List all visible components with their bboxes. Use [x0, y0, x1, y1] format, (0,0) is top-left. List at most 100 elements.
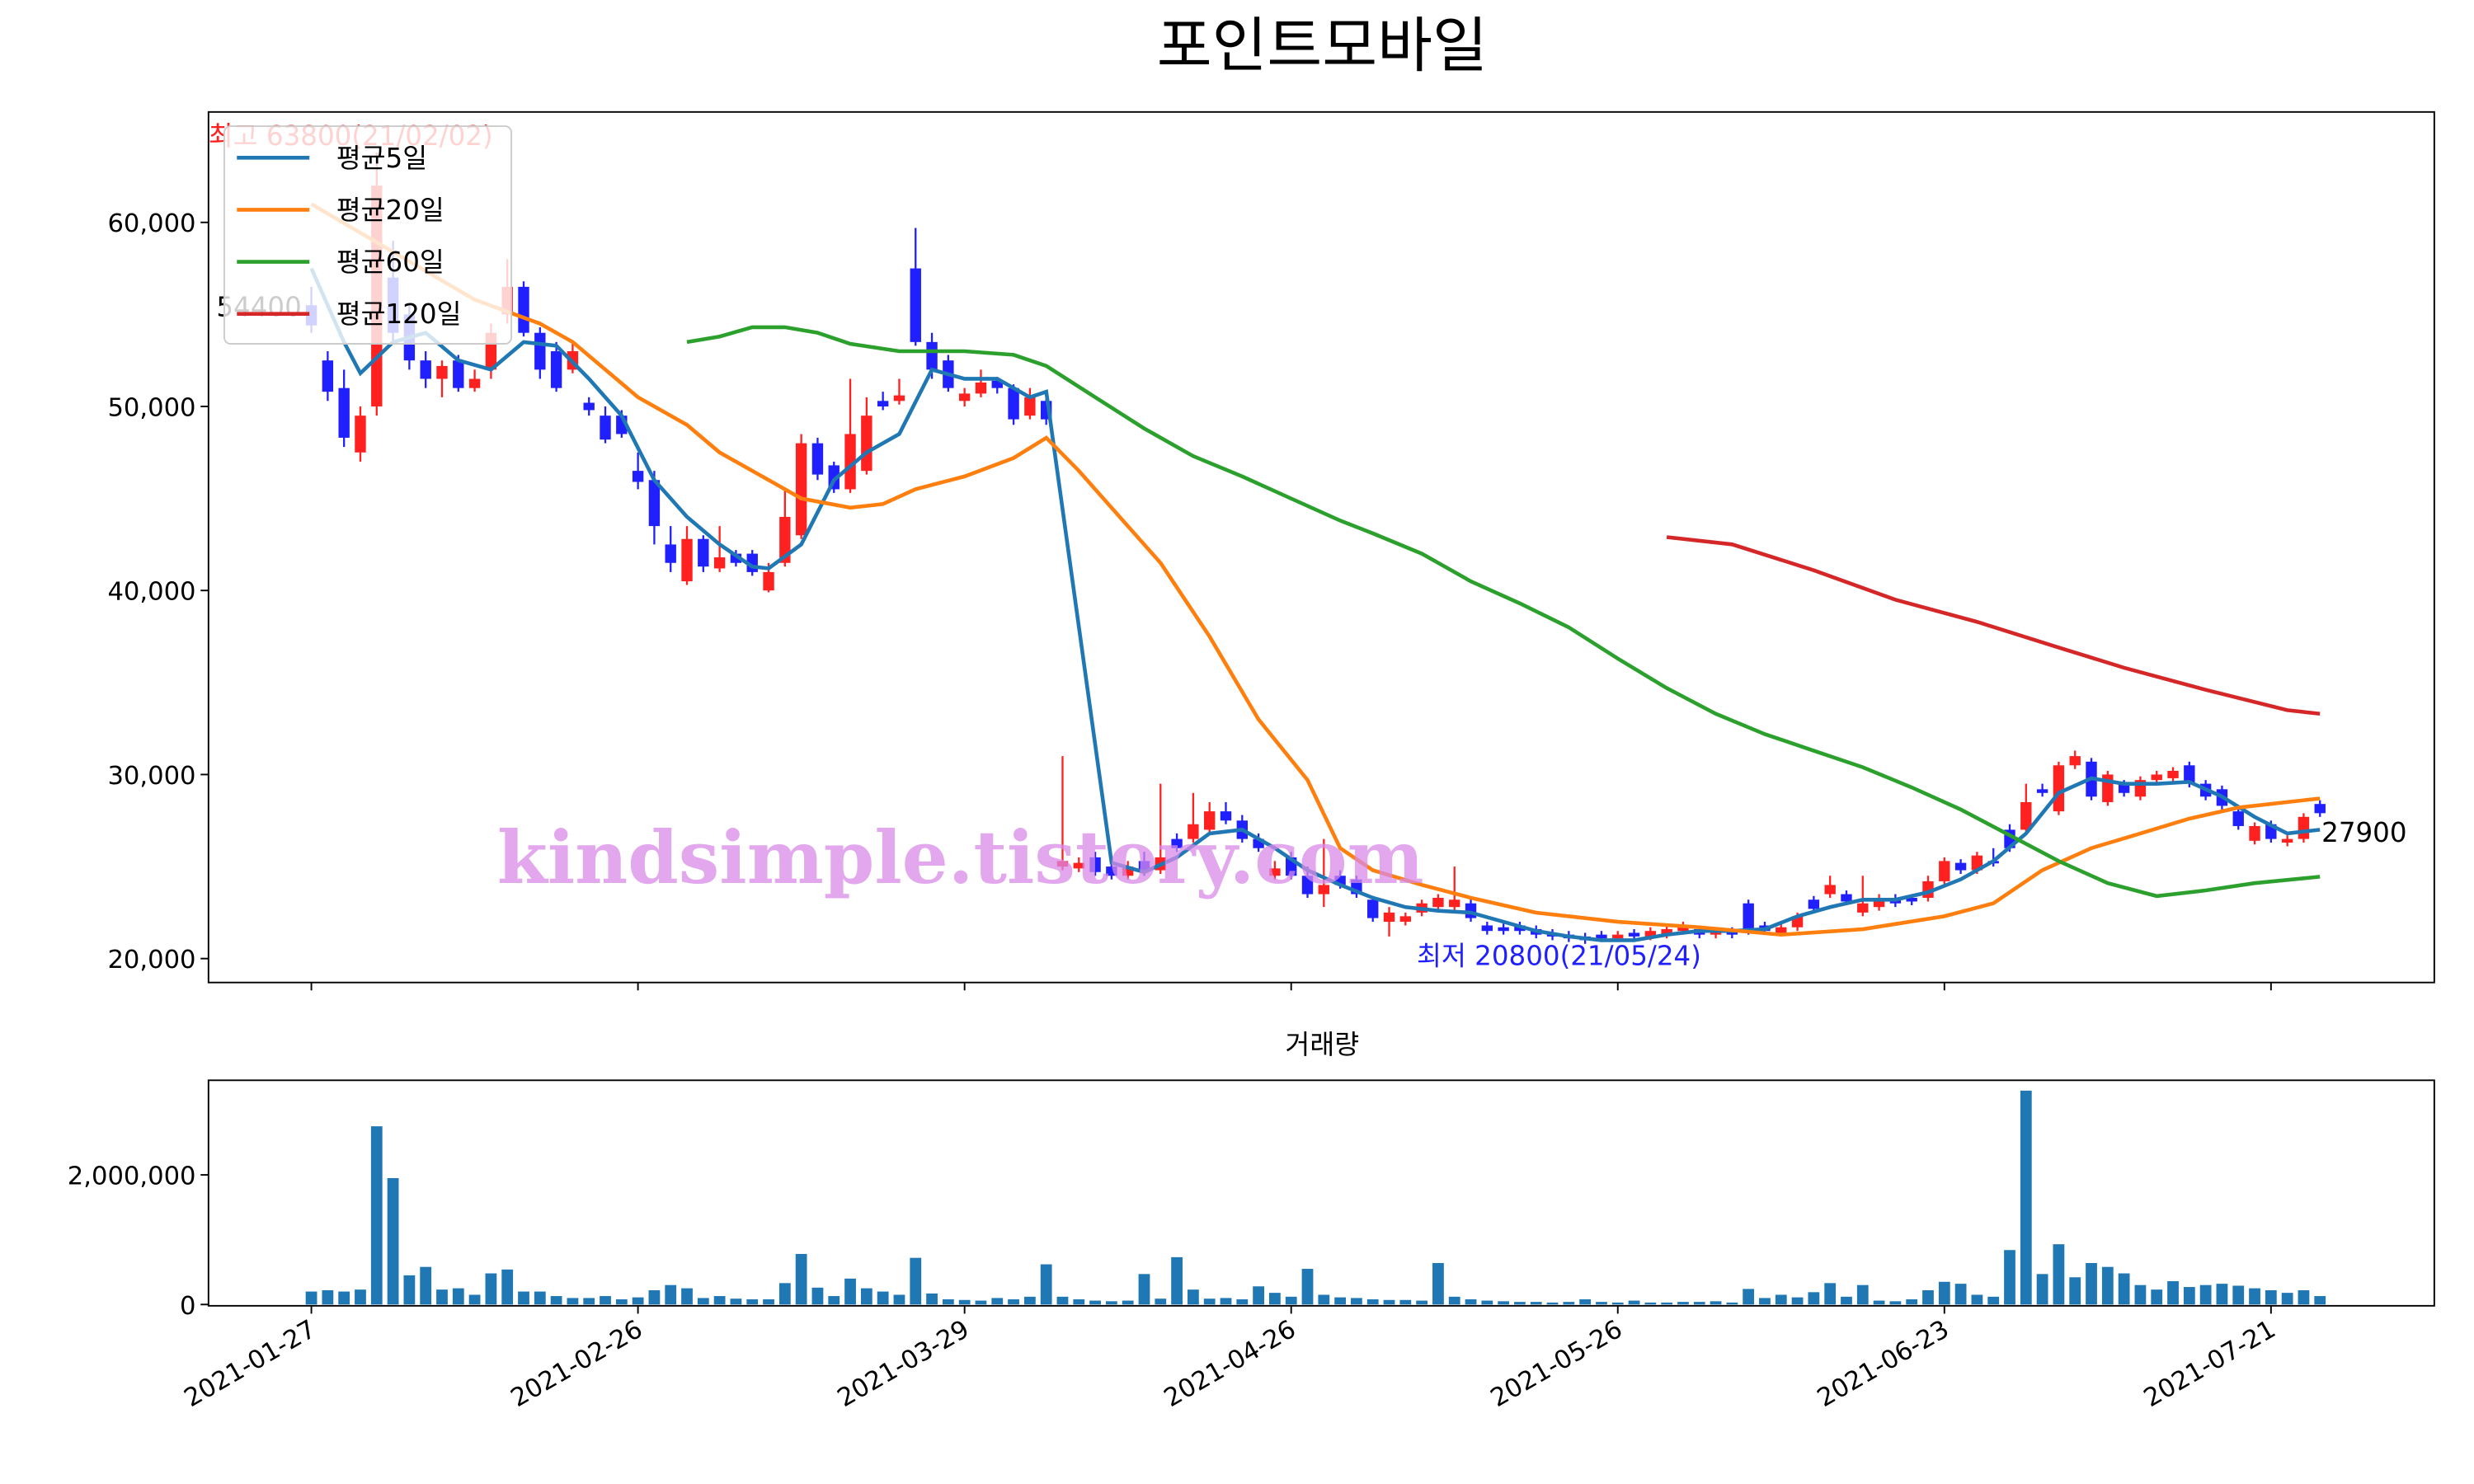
candle-body [2167, 770, 2179, 778]
volume-bar [1824, 1283, 1837, 1305]
candle-body [779, 516, 791, 563]
candle-body [1383, 912, 1395, 923]
volume-bar [1743, 1289, 1755, 1305]
candle-body [338, 387, 350, 438]
candle-body [1024, 397, 1036, 416]
volume-bar [1873, 1300, 1885, 1305]
candle-body [420, 360, 431, 379]
volume-bar [2118, 1273, 2130, 1305]
candle-body [1253, 838, 1264, 848]
volume-bar [910, 1257, 922, 1305]
volume-bar [1596, 1302, 1607, 1305]
volume-bar [1285, 1296, 1297, 1305]
volume-bar [1073, 1298, 1085, 1305]
volume-bar [338, 1291, 350, 1305]
candle-body [632, 471, 644, 482]
candle-body [681, 538, 693, 582]
candle-body [1089, 857, 1101, 872]
volume-bar [1856, 1284, 1869, 1305]
volume-bar [2053, 1244, 2065, 1305]
volume-bar [1383, 1299, 1395, 1305]
volume-bar [1155, 1298, 1167, 1305]
candle-body [600, 416, 611, 440]
volume-bar [370, 1126, 383, 1305]
candle-body [991, 380, 1003, 388]
candle-body [763, 571, 774, 591]
candle-body [2151, 774, 2162, 781]
volume-bar [648, 1289, 661, 1305]
volume-bar [2265, 1289, 2277, 1305]
candle-body [1269, 868, 1281, 876]
volume-bar [1579, 1298, 1592, 1305]
y-tick-label: 50,000 [107, 393, 195, 422]
candle-body [1318, 885, 1330, 895]
volume-bar [600, 1296, 611, 1305]
volume-bar [2020, 1090, 2032, 1305]
candle-body [1677, 925, 1689, 932]
candle-body [811, 443, 824, 475]
volume-bar [1791, 1297, 1804, 1305]
volume-bar [1269, 1293, 1281, 1305]
volume-bar [2004, 1250, 2015, 1305]
candle-body [1220, 811, 1232, 821]
volume-bar [1726, 1302, 1738, 1305]
candle-body [877, 401, 889, 406]
candle-body [1743, 903, 1754, 932]
candle-body [1138, 861, 1150, 871]
volume-bar [1008, 1298, 1019, 1305]
volume-bar [1105, 1301, 1117, 1305]
volume-bar [958, 1299, 971, 1305]
axes-frame [207, 110, 2435, 984]
candle-body [550, 351, 562, 388]
candle-body [665, 544, 676, 563]
volume-bar [1808, 1292, 1820, 1305]
candle-body [2036, 789, 2048, 793]
volume-bar [828, 1296, 840, 1305]
volume-bar [1351, 1298, 1362, 1305]
volume-bar [1628, 1300, 1640, 1305]
volume-bar [926, 1293, 938, 1305]
volume-bar [387, 1177, 399, 1305]
legend-label: 평균120일 [336, 298, 462, 330]
volume-bar [665, 1284, 677, 1305]
candle-body [1498, 927, 1509, 932]
candle-body [2020, 801, 2032, 830]
volume-bar [550, 1296, 562, 1305]
volume-bar [2199, 1284, 2212, 1305]
volume-bar [1922, 1289, 1934, 1305]
candle-body [910, 268, 921, 342]
volume-bar [1203, 1298, 1216, 1305]
volume-bar [811, 1287, 824, 1305]
candle-body [1399, 916, 1412, 923]
volume-bar [778, 1283, 791, 1305]
y-tick-label: 20,000 [107, 946, 195, 974]
volume-bar [1481, 1300, 1493, 1305]
volume-bar [583, 1298, 595, 1305]
candle-body [2232, 811, 2244, 826]
candle-body [1203, 811, 1216, 830]
candle-body [795, 443, 807, 536]
volume-bar [1906, 1298, 1918, 1305]
legend-label: 평균60일 [336, 247, 444, 278]
volume-bar [763, 1298, 774, 1305]
volume-bar [403, 1275, 416, 1305]
volume-bar [1416, 1300, 1428, 1305]
candle-body [2069, 756, 2081, 766]
volume-bar [501, 1269, 514, 1305]
volume-bar [2298, 1289, 2310, 1305]
volume-bar [1465, 1298, 1477, 1305]
candle-body [648, 480, 661, 527]
candle-body [2314, 804, 2326, 814]
volume-bar [2232, 1285, 2245, 1305]
candle-body [1939, 861, 1950, 881]
volume-bar [452, 1288, 464, 1305]
candle-body [534, 332, 546, 370]
volume-bar [1693, 1302, 1705, 1305]
volume-bar [1938, 1281, 1950, 1305]
candle-body [975, 382, 987, 394]
volume-bar [615, 1298, 628, 1305]
volume-bar [1775, 1294, 1787, 1305]
candle-body [1106, 866, 1117, 876]
volume-bar [1023, 1296, 1036, 1305]
